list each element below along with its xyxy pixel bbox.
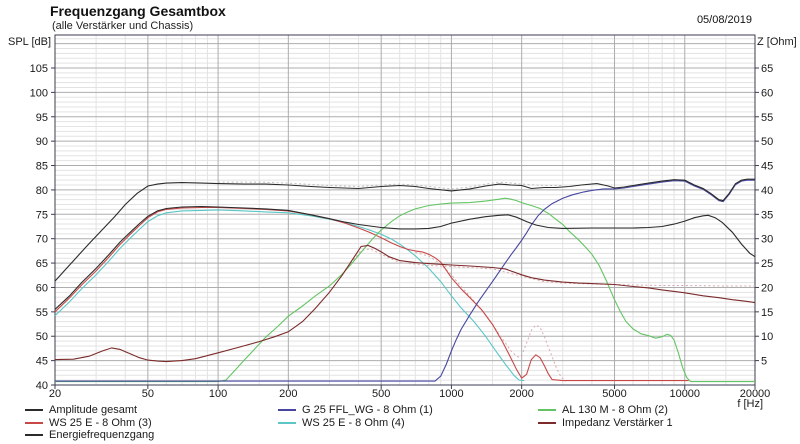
legend-label: Energiefrequenzgang xyxy=(49,429,155,442)
legend-item-energie: Energiefrequenzgang xyxy=(25,429,154,442)
y-left-tick-label: 55 xyxy=(36,307,48,319)
y-left-tick-label: 50 xyxy=(36,331,48,343)
legend-item-ws4: WS 25 E - 8 Ohm (4) xyxy=(278,417,433,430)
y-left-tick-label: 40 xyxy=(36,380,48,392)
x-tick-label: 200 xyxy=(279,388,297,400)
curve-amplitude xyxy=(54,178,755,282)
x-axis-label: f [Hz] xyxy=(737,398,763,410)
y-left-tick-label: 100 xyxy=(30,87,48,99)
legend-column: Amplitude gesamt WS 25 E - 8 Ohm (3) Energ… xyxy=(25,404,154,442)
x-tick-label: 1000 xyxy=(439,388,463,400)
legend-swatch xyxy=(538,421,556,424)
curve-amp_dotted xyxy=(218,181,563,190)
legend-swatch xyxy=(278,421,296,424)
y-left-tick-label: 45 xyxy=(36,356,48,368)
curve-g25 xyxy=(55,179,755,382)
legend-swatch xyxy=(25,434,43,437)
y-right-tick-label: 55 xyxy=(761,112,773,124)
y-left-tick-label: 105 xyxy=(30,63,48,75)
curve-impedanz xyxy=(54,244,756,363)
legend-label: AL 130 M - 8 Ohm (2) xyxy=(562,404,668,417)
y-right-tick-label: 35 xyxy=(761,209,773,221)
legend-item-amplitude: Amplitude gesamt xyxy=(25,404,154,417)
y-left-tick-label: 95 xyxy=(36,112,48,124)
x-tick-label: 100 xyxy=(209,388,227,400)
legend-column: G 25 FFL_WG - 8 Ohm (1) WS 25 E - 8 Ohm (… xyxy=(278,404,433,429)
y-left-tick-label: 90 xyxy=(36,136,48,148)
legend-item-ws3: WS 25 E - 8 Ohm (3) xyxy=(25,417,154,430)
legend-label: Impedanz Verstärker 1 xyxy=(562,416,673,429)
y-left-tick-label: 65 xyxy=(36,258,48,270)
y-right-tick-label: 15 xyxy=(761,307,773,319)
y-left-tick-label: 75 xyxy=(36,209,48,221)
legend-item-g25: G 25 FFL_WG - 8 Ohm (1) xyxy=(278,404,433,417)
y-left-tick-label: 85 xyxy=(36,161,48,173)
chart-subtitle: (alle Verstärker und Chassis) xyxy=(52,20,194,32)
legend-item-al130: AL 130 M - 8 Ohm (2) xyxy=(538,404,673,417)
y-right-tick-label: 45 xyxy=(761,161,773,173)
axis-ticks xyxy=(51,67,759,389)
x-tick-label: 20000 xyxy=(740,388,771,400)
curves xyxy=(54,178,756,383)
page-title: Frequenzgang Gesamtbox xyxy=(50,3,226,19)
legend-swatch xyxy=(25,409,43,412)
grid-minor xyxy=(55,35,755,385)
legend-swatch xyxy=(278,409,296,412)
curve-imp_dotted xyxy=(344,248,755,287)
y-right-tick-label: 5 xyxy=(761,356,767,368)
x-tick-label: 10000 xyxy=(669,388,700,400)
legend-column: AL 130 M - 8 Ohm (2) Impedanz Verstärker … xyxy=(538,404,673,429)
y-right-tick-label: 30 xyxy=(761,234,773,246)
y-right-tick-label: 60 xyxy=(761,87,773,99)
y-right-tick-label: 65 xyxy=(761,63,773,75)
y-right-tick-label: 50 xyxy=(761,136,773,148)
x-tick-label: 50 xyxy=(142,388,154,400)
legend-label: WS 25 E - 8 Ohm (4) xyxy=(302,416,405,429)
curve-ws_dotted xyxy=(415,251,567,382)
x-tick-label: 500 xyxy=(372,388,390,400)
y-right-tick-label: 10 xyxy=(761,331,773,343)
x-tick-label: 2000 xyxy=(509,388,533,400)
y-left-axis-label: SPL [dB] xyxy=(8,36,52,48)
grid-major xyxy=(54,35,756,385)
curve-al130 xyxy=(55,197,755,383)
y-left-tick-label: 70 xyxy=(36,234,48,246)
x-tick-label: 20 xyxy=(49,388,61,400)
y-left-tick-label: 80 xyxy=(36,185,48,197)
y-right-tick-label: 20 xyxy=(761,282,773,294)
curve-energie xyxy=(54,205,756,310)
legend-item-impedanz: Impedanz Verstärker 1 xyxy=(538,417,673,430)
curve-ws3 xyxy=(54,206,689,382)
legend-label: G 25 FFL_WG - 8 Ohm (1) xyxy=(302,404,433,417)
y-left-tick-label: 60 xyxy=(36,282,48,294)
legend-label: WS 25 E - 8 Ohm (3) xyxy=(49,416,152,429)
y-right-tick-label: 40 xyxy=(761,185,773,197)
y-right-axis-label: Z [Ohm] xyxy=(757,36,797,48)
legend-swatch xyxy=(538,409,556,412)
legend-label: Amplitude gesamt xyxy=(49,404,138,417)
legend-swatch xyxy=(25,421,43,424)
x-tick-label: 5000 xyxy=(602,388,626,400)
plot-frame xyxy=(54,34,756,386)
y-right-tick-label: 25 xyxy=(761,258,773,270)
chart-date: 05/08/2019 xyxy=(696,14,752,26)
